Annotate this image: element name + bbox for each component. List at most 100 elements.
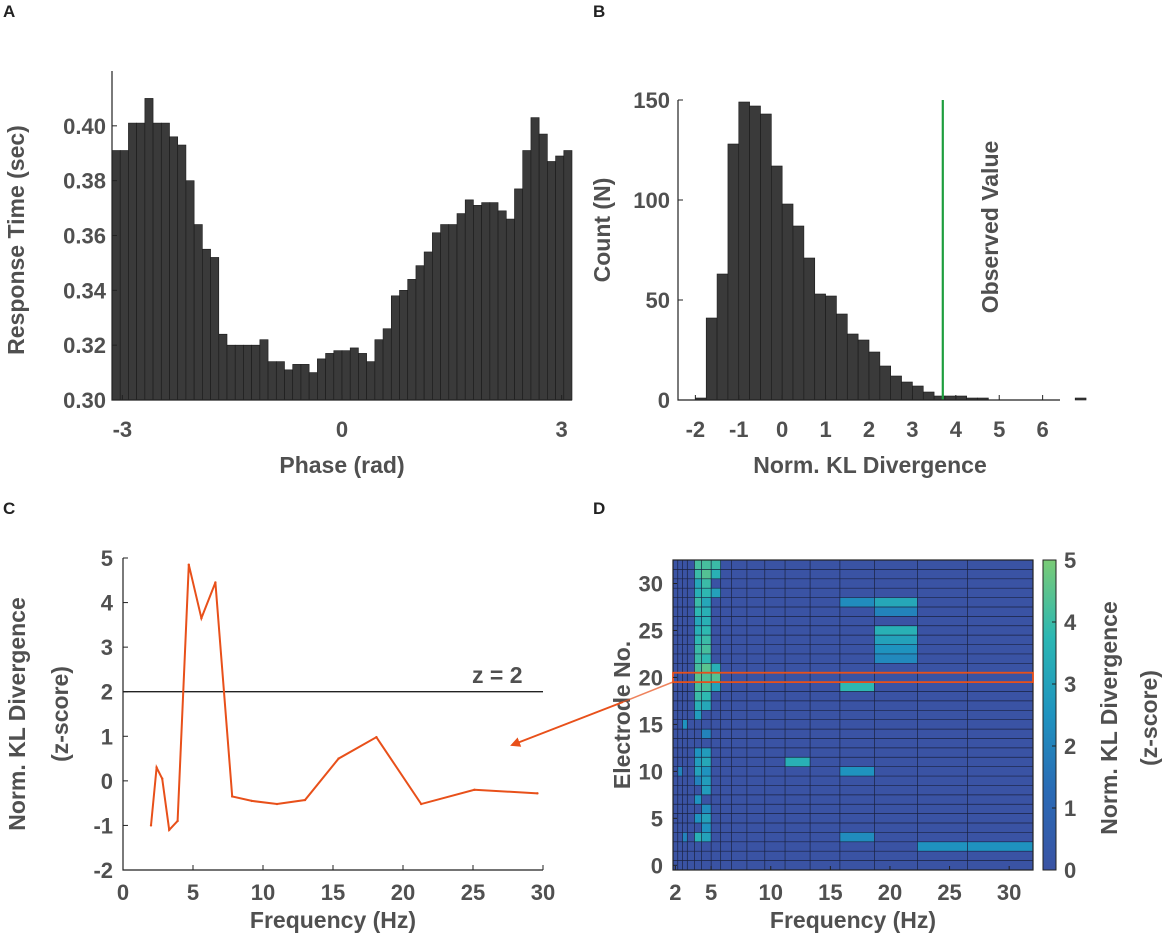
panel-a-ylabel: Response Time (sec) — [3, 125, 29, 355]
heatmap-cell — [682, 719, 688, 730]
heatmap-cell — [694, 682, 702, 692]
heatmap-cell — [839, 832, 875, 842]
heatmap-cell — [682, 832, 688, 842]
heatmap-cell — [701, 569, 712, 579]
panel-b-xtick-label: 0 — [776, 417, 788, 442]
panel-a-bar — [226, 344, 236, 401]
panel-b-bar — [771, 165, 783, 401]
panel-d-ylabel: Electrode No. — [609, 641, 635, 789]
panel-b-bar — [890, 375, 902, 401]
panel-c-point — [168, 828, 171, 832]
heatmap-cell — [711, 588, 721, 598]
heatmap-cell — [701, 747, 712, 758]
heatmap-cell — [874, 606, 918, 617]
panel-a-xtick-label: 3 — [556, 417, 568, 442]
heatmap-cell — [694, 710, 702, 720]
panel-a-ytick-label: 0.38 — [63, 169, 106, 194]
panel-a-bar — [530, 117, 540, 401]
heatmap-cell — [839, 597, 875, 607]
panel-b-bar — [705, 317, 718, 401]
heatmap-cell — [701, 757, 712, 767]
panel-b-bar — [781, 203, 794, 401]
connector-arrow — [510, 701, 624, 747]
panel-b-xtick-label: 3 — [906, 417, 918, 442]
panel-a-bar — [111, 150, 121, 401]
panel-a-bar — [284, 369, 294, 401]
panel-a-bar — [382, 328, 392, 401]
connector-line — [622, 681, 674, 703]
heatmap-cell — [874, 597, 918, 607]
panel-b-bar — [814, 293, 826, 401]
panel-c: C z = 2 -2 -1 0 1 2 3 4 5 0 5 10 15 20 25 30 Frequency… — [3, 499, 555, 933]
panel-c-xtick-label: 15 — [321, 880, 345, 905]
heatmap-cell — [701, 578, 712, 589]
panel-a-bar — [399, 290, 409, 401]
panel-b-ytick-label: 50 — [646, 288, 670, 313]
panel-a-bar — [456, 213, 466, 401]
panel-c-ylabel: Norm. KL Divergence — [4, 597, 30, 830]
panel-a-bar — [275, 361, 285, 401]
heatmap-cell — [917, 841, 968, 852]
panel-a-bar — [333, 350, 343, 401]
panel-d-ytick-label: 15 — [639, 712, 663, 737]
panel-c-point — [176, 819, 179, 823]
panel-d-xtick-label: 15 — [818, 880, 842, 905]
panel-a-bar — [292, 364, 302, 401]
panel-a-ytick-label: 0.32 — [63, 333, 106, 358]
heatmap-cell — [874, 625, 918, 636]
panel-c-point — [375, 735, 378, 739]
panel-a-bar — [136, 122, 146, 401]
panel-c-xtick-label: 20 — [391, 880, 415, 905]
panel-a-bar — [407, 279, 417, 401]
panel-b-bar — [836, 313, 848, 401]
panel-a-bar — [210, 257, 220, 401]
heatmap-cell — [694, 625, 702, 636]
panel-b-bars — [695, 101, 1087, 401]
heatmap-background — [673, 560, 1033, 870]
heatmap-frame — [672, 559, 1034, 871]
heatmap-cell — [701, 663, 712, 673]
panel-b-ylabel: Count (N) — [589, 178, 615, 283]
panel-b-xtick-label: 4 — [950, 417, 963, 442]
panel-a-bar — [505, 218, 515, 401]
heatmap-cell — [701, 653, 712, 664]
heatmap-cell — [701, 672, 712, 683]
heatmap-cell — [701, 682, 712, 692]
panel-a-bar — [177, 144, 187, 401]
panel-a-xlabel: Phase (rad) — [279, 452, 404, 478]
colorbar-tick-label: 0 — [1064, 858, 1076, 883]
panel-a-bar — [119, 150, 129, 401]
panel-d-xtick-label: 25 — [937, 880, 961, 905]
heatmap-cell — [694, 832, 702, 842]
panel-a-bar — [202, 248, 211, 401]
heatmap-cell — [701, 776, 712, 786]
heatmap-cell — [711, 560, 721, 570]
panel-c-ylabel-units: (z-score) — [47, 666, 73, 762]
colorbar-tick-label: 1 — [1064, 796, 1076, 821]
panel-c-point — [250, 799, 253, 803]
panel-c-point — [337, 757, 340, 760]
panel-c-ytick-label: 2 — [101, 680, 113, 705]
panel-c-series-line — [150, 564, 538, 833]
heatmap-cell — [701, 766, 712, 777]
heatmap-cell — [874, 644, 918, 654]
heatmap-cell — [694, 813, 702, 824]
panel-a-bar — [522, 150, 532, 401]
panel-a-bar — [152, 122, 162, 401]
heatmap-cell — [711, 663, 721, 673]
panel-b-bar — [760, 113, 772, 401]
panel-a-bar — [423, 251, 433, 401]
panel-a-bar — [234, 344, 244, 401]
heatmap-cell — [839, 682, 875, 692]
heatmap-cell — [694, 588, 702, 598]
panel-a-bar — [497, 210, 507, 401]
panel-a-bar — [390, 295, 400, 401]
panel-a-bar — [481, 202, 491, 401]
panel-a-bar — [547, 161, 556, 401]
panel-d-xtick-label: 30 — [997, 880, 1021, 905]
panel-c-point — [214, 581, 217, 584]
panel-c-ytick-label: -1 — [93, 813, 113, 838]
panel-a-bar — [555, 155, 565, 401]
panel-c-point — [149, 824, 153, 827]
